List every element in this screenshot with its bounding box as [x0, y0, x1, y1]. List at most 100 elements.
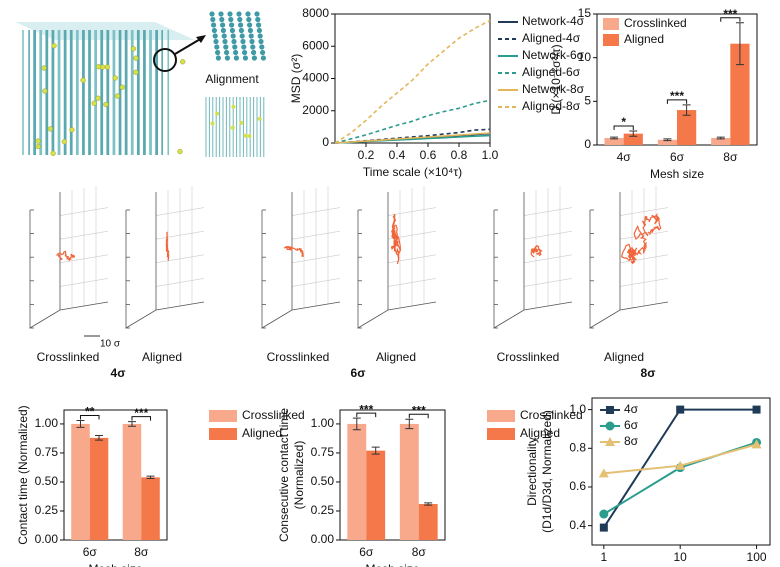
trajectory-label: Aligned [604, 350, 644, 364]
y-tick-label: 4000 [302, 71, 329, 85]
series-line [603, 441, 757, 515]
significance-bracket [408, 413, 429, 419]
box-frame [261, 192, 341, 329]
aligned-bead [214, 44, 220, 50]
box-frame [29, 192, 109, 329]
trajectory-label: Crosslinked [267, 350, 330, 364]
y-tick-label: 1.0 [569, 402, 586, 416]
y-axis-label: D (×10⁻²σ²/τ) [549, 44, 563, 114]
legend-label: Network-8σ [522, 82, 585, 96]
y-tick-label: 10 [578, 50, 592, 64]
x-tick-label: 6σ [83, 545, 98, 559]
legend-label: Aligned-4σ [522, 31, 581, 45]
y-tick-label: 0.00 [35, 532, 59, 546]
aligned-bead [229, 27, 235, 34]
aligned-bead [218, 11, 224, 17]
aligned-bead [258, 38, 264, 45]
error-bar [629, 130, 638, 137]
axis-frame [339, 409, 446, 541]
legend-swatch [603, 34, 619, 46]
bar [657, 139, 677, 145]
error-bar [424, 502, 433, 506]
x-axis-label: Mesh size [650, 167, 704, 181]
aligned-bead [256, 22, 262, 28]
y-tick-label: 0.25 [311, 503, 335, 517]
aligned-bead [251, 55, 257, 61]
aligned-bead [251, 49, 257, 56]
inset-label: Alignment [205, 72, 259, 86]
bar [623, 133, 643, 145]
legend-swatch [209, 410, 237, 422]
significance-label: *** [359, 402, 373, 416]
aligned-bead [260, 55, 266, 61]
aligned-bead [228, 16, 234, 23]
aligned-bead [237, 16, 243, 23]
scale-bar-label: 10 σ [100, 339, 121, 350]
aligned-bead [238, 22, 244, 28]
legend-label: 4σ [624, 402, 639, 416]
legend-label: Aligned [242, 426, 282, 440]
particle [50, 150, 56, 156]
trajectory-label: Aligned [142, 350, 182, 364]
aligned-bead [213, 38, 219, 45]
bar [677, 110, 697, 145]
series-line [334, 19, 491, 144]
y-axis-label: (D1d/D3d, Normalized) [540, 410, 554, 533]
significance-bracket [666, 99, 688, 104]
error-bar [610, 136, 619, 140]
aligned-bead [220, 22, 226, 28]
zoom-arrow [174, 37, 203, 55]
particle [47, 126, 53, 132]
x-tick-label: 10 [674, 550, 688, 564]
box-frame [493, 192, 573, 329]
particle [247, 133, 252, 138]
trajectory-label: Crosslinked [497, 350, 560, 364]
significance-label: ** [85, 405, 95, 419]
aligned-bead [211, 27, 217, 34]
x-tick-label: 0.8 [451, 148, 468, 162]
particle [119, 84, 125, 90]
error-bar [405, 418, 414, 430]
particle [95, 95, 101, 101]
series-line [334, 99, 491, 144]
legend-marker [605, 421, 615, 431]
trajectory [165, 231, 170, 261]
x-tick-label: 6σ [670, 150, 685, 164]
error-bar [663, 138, 672, 142]
aligned-bead [232, 44, 238, 50]
legend-label: Crosslinked [520, 408, 583, 422]
y-tick-label: 0 [322, 135, 329, 149]
particle [35, 143, 41, 150]
bar [89, 437, 109, 540]
bar [347, 423, 367, 540]
aligned-bead [224, 49, 230, 56]
bar [604, 138, 624, 145]
particle [42, 88, 48, 94]
y-tick-label: 5 [584, 94, 591, 108]
particle [215, 111, 220, 116]
aligned-bead [260, 49, 266, 56]
aligned-bead [250, 44, 256, 50]
aligned-bead [233, 49, 239, 56]
aligned-bead [242, 49, 248, 56]
y-axis-label: Directionality [525, 437, 539, 506]
significance-label: *** [134, 406, 148, 420]
particle [133, 55, 139, 61]
y-axis-label: Consecutive contact time [277, 408, 291, 542]
trajectory [390, 213, 402, 265]
particle [133, 69, 139, 75]
y-tick-label: 0.00 [311, 532, 335, 546]
error-bar [716, 136, 725, 140]
data-point [599, 509, 609, 519]
aligned-bead [239, 33, 245, 39]
mesh-label: 8σ [641, 366, 656, 380]
aligned-bead [257, 33, 263, 39]
particle [80, 77, 86, 83]
y-tick-label: 2000 [302, 103, 329, 117]
aligned-bead [210, 16, 216, 23]
aligned-bead [230, 33, 236, 39]
mesh-label: 4σ [111, 366, 126, 380]
particle [51, 43, 57, 49]
data-point [752, 405, 761, 414]
